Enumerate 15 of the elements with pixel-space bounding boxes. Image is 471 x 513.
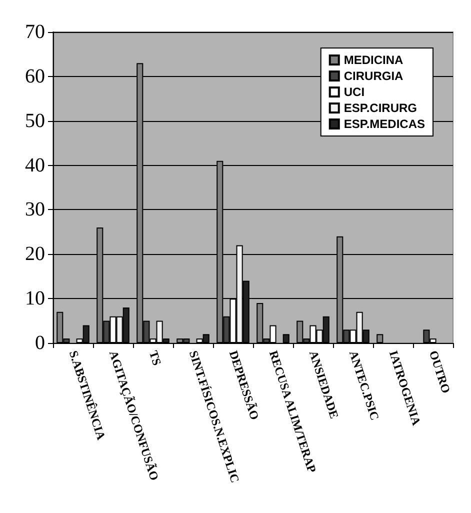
- y-tick-label: 50: [25, 110, 45, 132]
- x-tick-label: OUTRO: [426, 348, 454, 395]
- legend-label: UCI: [344, 85, 365, 99]
- legend-label: MEDICINA: [344, 53, 404, 67]
- y-tick-label: 40: [25, 154, 45, 176]
- bar: [282, 334, 290, 343]
- y-tick-label: 70: [25, 21, 45, 43]
- legend-label: ESP.MEDICAS: [344, 117, 426, 131]
- y-tick-label: 60: [25, 65, 45, 88]
- y-tick-label: 0: [35, 332, 45, 354]
- y-tick-label: 10: [25, 288, 45, 310]
- y-tick-label: 20: [25, 243, 45, 266]
- legend-label: ESP.CIRURG: [344, 101, 418, 115]
- y-tick-label: 30: [25, 198, 45, 221]
- legend-label: CIRURGIA: [344, 69, 404, 83]
